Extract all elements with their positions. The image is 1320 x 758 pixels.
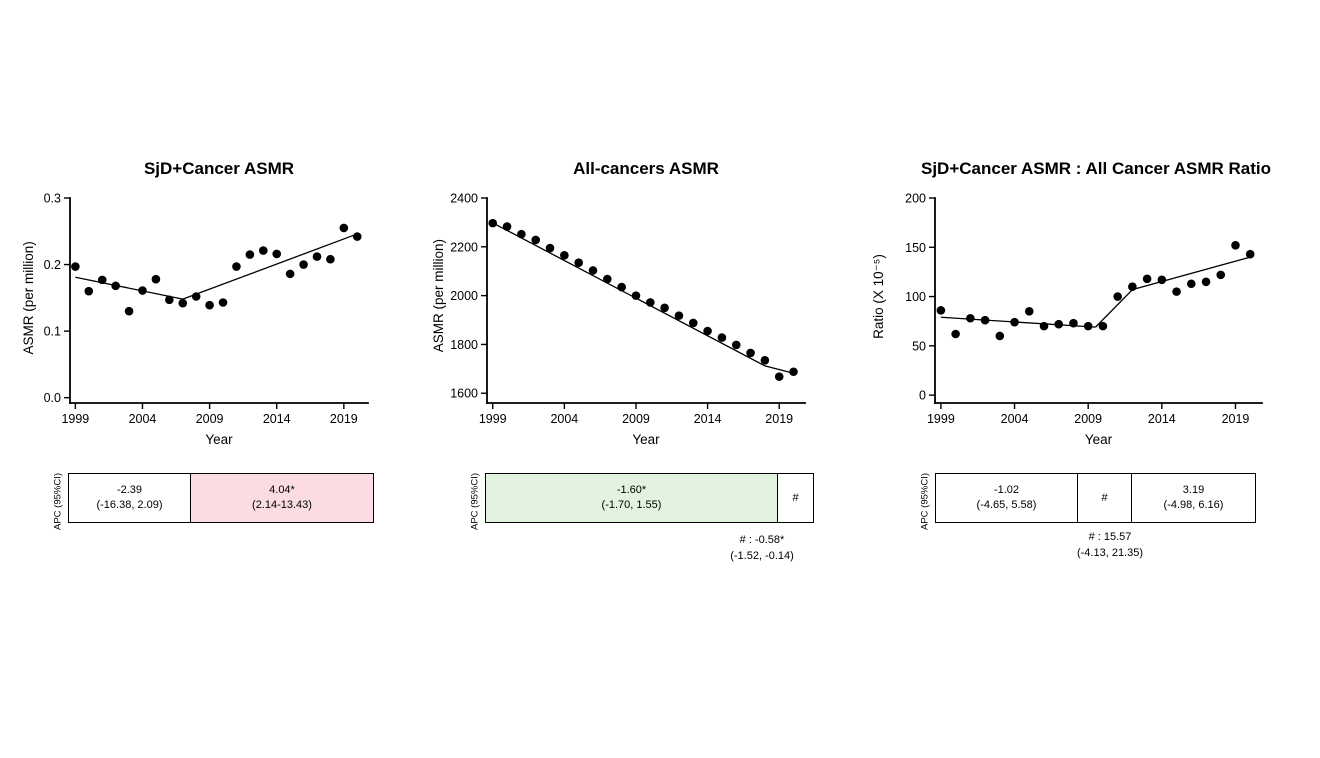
asmr-ratio-chart: 0 50 100 150 200 1999 2004 2009 2014 2019 Year Rati… — [870, 183, 1270, 456]
svg-text:0.2: 0.2 — [44, 258, 61, 272]
apc-ci: (-4.98, 6.16) — [1163, 499, 1224, 511]
footnote-line2: (-1.52, -0.14) — [730, 549, 794, 562]
all-cancers-asmr-chart: 1600 1800 2000 2200 2400 1999 2004 2009 2014 2019… — [430, 183, 820, 456]
footnote-line1: # : 15.57 — [1088, 531, 1132, 543]
svg-text:Year: Year — [1085, 432, 1113, 447]
apc-cell-segment1: -1.60* (-1.70, 1.55) — [485, 473, 778, 523]
apc-value: -1.60* — [616, 484, 647, 497]
apc-table: APC (95%CI) -1.60* (-1.70, 1.55) # — [465, 473, 814, 530]
chart-title: All-cancers ASMR — [573, 159, 719, 178]
svg-text:0.3: 0.3 — [44, 192, 61, 206]
svg-text:100: 100 — [905, 290, 926, 304]
svg-text:2004: 2004 — [1001, 412, 1029, 426]
apc-cell-segment2: # — [777, 473, 814, 523]
svg-text:2019: 2019 — [765, 412, 793, 426]
svg-text:2004: 2004 — [550, 412, 578, 426]
apc-axis-label: APC (95%CI) — [919, 473, 931, 531]
apc-cell-segment3: 3.19 (-4.98, 6.16) — [1131, 473, 1256, 523]
svg-text:2004: 2004 — [129, 412, 157, 426]
apc-cell-segment2: # — [1077, 473, 1132, 523]
sjd-cancer-asmr-chart: 0.0 0.1 0.2 0.3 1999 2004 2009 2014 2019 Year ASMR… — [20, 183, 380, 456]
apc-axis-label: APC (95%CI) — [52, 473, 64, 531]
apc-ci: (-16.38, 2.09) — [96, 499, 163, 511]
svg-text:50: 50 — [912, 339, 926, 353]
apc-ci: (2.14-13.43) — [252, 499, 312, 511]
apc-ci: (-4.65, 5.58) — [976, 499, 1037, 511]
svg-text:0.0: 0.0 — [44, 391, 61, 405]
svg-text:1999: 1999 — [927, 412, 955, 426]
svg-text:0: 0 — [919, 389, 926, 403]
svg-text:0.1: 0.1 — [44, 325, 61, 339]
apc-table: APC (95%CI) -2.39 (-16.38, 2.09) 4.04* (… — [48, 473, 374, 530]
apc-value: -2.39 — [116, 484, 143, 497]
svg-text:2000: 2000 — [450, 289, 478, 303]
apc-footnote: # : 15.57 (-4.13, 21.35) — [1077, 530, 1143, 562]
svg-text:ASMR (per million): ASMR (per million) — [431, 239, 446, 352]
svg-text:2200: 2200 — [450, 240, 478, 254]
svg-text:ASMR (per million): ASMR (per million) — [21, 241, 36, 354]
apc-value: 3.19 — [1182, 484, 1205, 497]
svg-text:1999: 1999 — [61, 412, 89, 426]
panel-sjd-cancer-asmr: SjD+Cancer ASMR 0.0 0.1 0.2 0.3 1999 2004 2009… — [20, 155, 420, 615]
svg-text:2014: 2014 — [263, 412, 291, 426]
svg-text:2014: 2014 — [1148, 412, 1176, 426]
chart-title: SjD+Cancer ASMR : All Cancer ASMR Ratio — [921, 159, 1271, 178]
svg-text:1999: 1999 — [479, 412, 507, 426]
apc-ci: (-1.70, 1.55) — [601, 499, 662, 511]
chart-title: SjD+Cancer ASMR — [143, 159, 295, 178]
svg-text:2014: 2014 — [694, 412, 722, 426]
svg-text:1800: 1800 — [450, 338, 478, 352]
footnote-line1: # : -0.58* — [739, 534, 785, 546]
apc-axis-label: APC (95%CI) — [469, 473, 481, 531]
svg-text:2009: 2009 — [196, 412, 224, 426]
apc-cell-segment1: -2.39 (-16.38, 2.09) — [68, 473, 191, 523]
svg-text:200: 200 — [905, 192, 926, 206]
svg-text:2009: 2009 — [622, 412, 650, 426]
svg-text:1600: 1600 — [450, 387, 478, 401]
svg-text:2019: 2019 — [1222, 412, 1250, 426]
svg-text:Year: Year — [632, 432, 660, 447]
svg-text:150: 150 — [905, 241, 926, 255]
panel-all-cancers-asmr: All-cancers ASMR 1600 1800 2000 2200 2400 199… — [430, 155, 830, 615]
apc-cell-segment2: 4.04* (2.14-13.43) — [190, 473, 374, 523]
svg-text:Year: Year — [205, 432, 233, 447]
svg-text:2400: 2400 — [450, 192, 478, 206]
svg-text:Ratio (X 10⁻⁵): Ratio (X 10⁻⁵) — [871, 254, 886, 339]
panel-asmr-ratio: SjD+Cancer ASMR : All Cancer ASMR Ratio … — [870, 155, 1300, 615]
footnote-line2: (-4.13, 21.35) — [1076, 546, 1144, 559]
apc-value: 4.04* — [269, 484, 295, 497]
apc-table: APC (95%CI) -1.02 (-4.65, 5.58) # 3.19 (… — [915, 473, 1256, 530]
apc-footnote: # : -0.58* (-1.52, -0.14) — [730, 533, 794, 565]
apc-value: # — [792, 491, 799, 504]
apc-cell-segment1: -1.02 (-4.65, 5.58) — [935, 473, 1078, 523]
svg-text:2019: 2019 — [330, 412, 358, 426]
svg-text:2009: 2009 — [1074, 412, 1102, 426]
apc-value: -1.02 — [993, 484, 1020, 497]
apc-value: # — [1101, 491, 1108, 504]
